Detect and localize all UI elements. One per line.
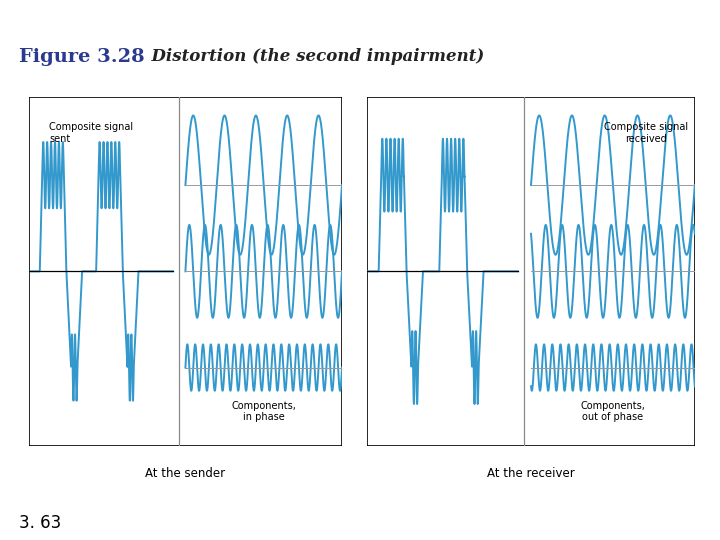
Text: At the receiver: At the receiver	[487, 467, 575, 480]
Text: 3. 63: 3. 63	[19, 515, 62, 532]
Text: Composite signal
received: Composite signal received	[603, 122, 688, 144]
Text: At the sender: At the sender	[145, 467, 225, 480]
Text: Figure 3.28: Figure 3.28	[19, 48, 145, 66]
Text: Distortion (the second impairment): Distortion (the second impairment)	[140, 49, 485, 65]
Text: Components,
in phase: Components, in phase	[231, 401, 296, 422]
Text: Components,
out of phase: Components, out of phase	[580, 401, 645, 422]
Text: Composite signal
sent: Composite signal sent	[49, 122, 133, 144]
